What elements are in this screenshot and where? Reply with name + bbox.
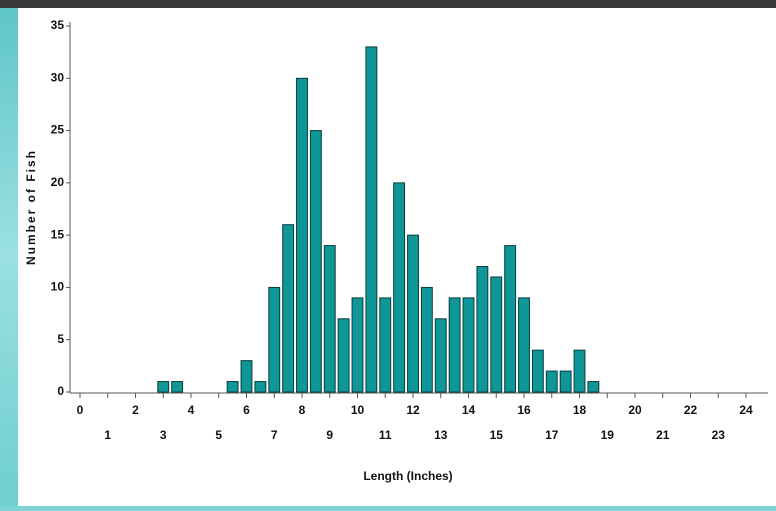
bar — [531, 349, 544, 393]
x-tick-label: 22 — [684, 403, 698, 417]
bar — [268, 286, 281, 393]
bar — [337, 318, 350, 393]
x-tick-label: 6 — [243, 403, 250, 417]
bar — [240, 360, 253, 393]
bar — [365, 46, 378, 393]
x-tick-label: 17 — [545, 428, 559, 442]
x-tick-label: 7 — [271, 428, 278, 442]
x-tick-label: 13 — [434, 428, 448, 442]
bar — [462, 297, 475, 393]
bar — [323, 245, 336, 393]
y-axis-label: Number of Fish — [24, 149, 38, 265]
x-tick-label: 16 — [517, 403, 531, 417]
x-tick-label: 8 — [299, 403, 306, 417]
x-tick-label: 4 — [188, 403, 195, 417]
side-strip — [0, 0, 18, 506]
x-tick-label: 5 — [215, 428, 222, 442]
bar — [379, 297, 392, 393]
x-tick-label: 19 — [601, 428, 615, 442]
bar — [309, 130, 322, 393]
x-tick-label: 12 — [406, 403, 420, 417]
bar — [157, 381, 170, 393]
bar — [282, 224, 295, 393]
y-tick-label: 10 — [51, 280, 65, 294]
x-tick-label: 15 — [490, 428, 504, 442]
x-tick-label: 21 — [656, 428, 670, 442]
bar — [226, 381, 239, 393]
bar — [351, 297, 364, 393]
x-tick-label: 23 — [712, 428, 726, 442]
y-tick-label: 20 — [51, 175, 65, 189]
x-tick-label: 11 — [379, 428, 392, 442]
x-tick-label: 3 — [160, 428, 167, 442]
x-axis-label: Length (Inches) — [363, 469, 452, 483]
x-tick-label: 14 — [462, 403, 476, 417]
bar — [254, 381, 267, 393]
bar — [490, 276, 503, 393]
y-tick-label: 0 — [57, 384, 64, 398]
x-tick-label: 1 — [104, 428, 111, 442]
x-tick-label: 10 — [351, 403, 365, 417]
y-tick-label: 25 — [51, 123, 65, 137]
bar — [545, 370, 558, 393]
x-tick-label: 2 — [132, 403, 139, 417]
y-tick-label: 30 — [51, 70, 65, 84]
bar — [393, 182, 406, 393]
bar — [573, 349, 586, 393]
x-tick-label: 0 — [77, 403, 84, 417]
x-tick-label: 9 — [326, 428, 333, 442]
bar — [296, 77, 308, 393]
bar — [518, 297, 530, 393]
y-tick-label: 35 — [51, 18, 65, 32]
y-tick-label: 15 — [51, 227, 65, 241]
top-strip — [0, 0, 776, 8]
x-tick-label: 24 — [739, 403, 753, 417]
bar — [476, 266, 489, 393]
bar — [407, 234, 419, 393]
bar — [587, 381, 600, 393]
y-tick-label: 5 — [57, 332, 64, 346]
bar — [504, 245, 517, 393]
bar — [448, 297, 461, 393]
x-tick-label: 20 — [628, 403, 642, 417]
bar — [434, 318, 447, 393]
x-tick-label: 18 — [573, 403, 587, 417]
bar — [171, 381, 184, 393]
bar — [559, 370, 572, 393]
bar — [420, 286, 433, 393]
